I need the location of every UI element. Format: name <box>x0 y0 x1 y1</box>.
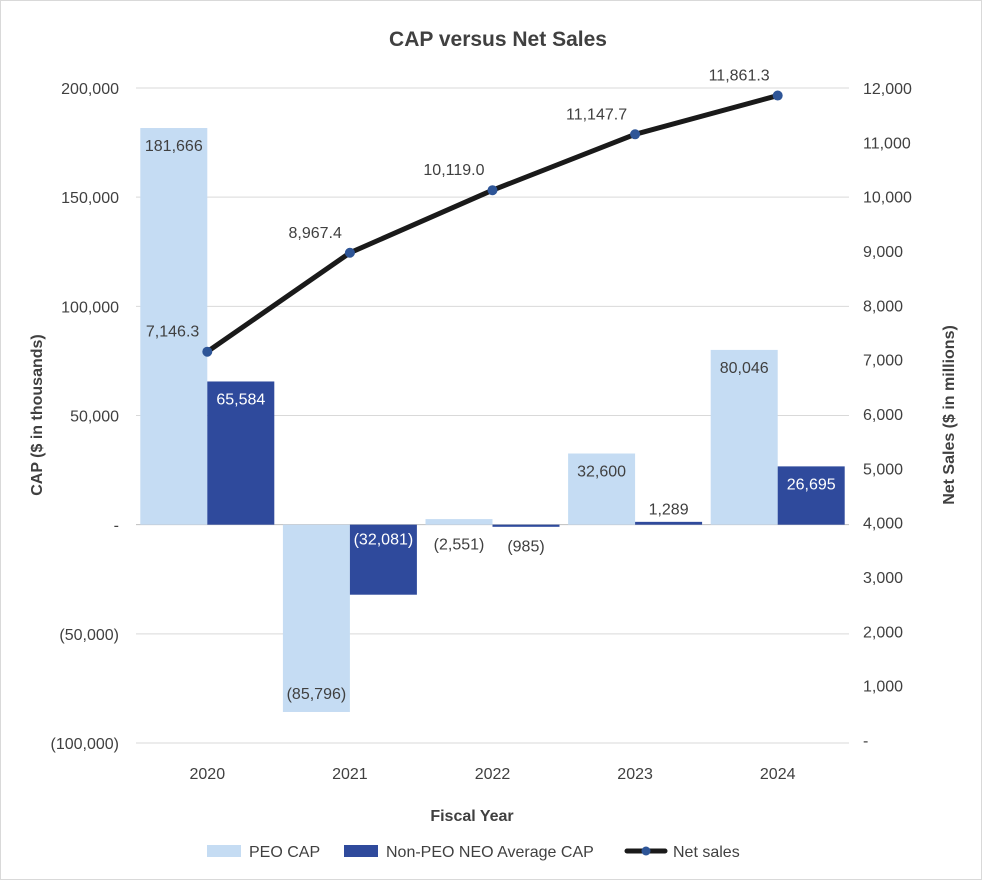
right-tick-label: 5,000 <box>863 461 903 478</box>
bar-data-label: 80,046 <box>720 360 769 377</box>
x-tick-label: 2020 <box>190 766 226 783</box>
net-sales-marker <box>630 129 641 140</box>
legend-label-net-sales: Net sales <box>673 844 740 861</box>
bar-data-label: 26,695 <box>787 476 836 493</box>
bar-data-label: (985) <box>507 539 544 556</box>
net-sales-data-label: 11,147.7 <box>566 106 627 123</box>
right-tick-label: 9,000 <box>863 244 903 261</box>
chart-title: CAP versus Net Sales <box>389 28 607 51</box>
right-axis-ticks: 12,000 11,000 10,000 9,000 8,000 7,000 6,000 5,… <box>863 81 912 750</box>
x-tick-label: 2023 <box>617 766 653 783</box>
bar-data-label: (32,081) <box>354 532 414 549</box>
right-tick-label: 12,000 <box>863 81 912 98</box>
x-tick-label: 2021 <box>332 766 368 783</box>
right-tick-label: - <box>863 733 868 750</box>
y-axis-title: CAP ($ in thousands) <box>29 334 46 496</box>
right-tick-label: 6,000 <box>863 407 903 424</box>
right-tick-label: 1,000 <box>863 679 903 696</box>
bar <box>777 466 845 525</box>
left-tick-label: 200,000 <box>61 81 119 98</box>
bar <box>492 524 560 527</box>
bar <box>425 519 493 525</box>
left-tick-label: 100,000 <box>61 299 119 316</box>
bar <box>710 349 778 525</box>
bar <box>635 521 703 525</box>
x-tick-label: 2024 <box>760 766 796 783</box>
left-tick-label: - <box>114 518 119 535</box>
net-sales-data-label: 7,146.3 <box>146 324 199 341</box>
left-tick-label: (100,000) <box>51 736 120 753</box>
right-tick-label: 11,000 <box>863 135 911 152</box>
net-sales-data-label: 8,967.4 <box>289 225 342 242</box>
legend-label-non-peo-neo-cap: Non-PEO NEO Average CAP <box>386 844 594 861</box>
bar <box>568 453 636 525</box>
legend-swatch-net-sales-marker <box>641 846 651 856</box>
bar-data-labels: 181,666 (85,796) (2,551) 32,600 80,046 65,584… <box>145 138 836 703</box>
legend: PEO CAP Non-PEO NEO Average CAP Net sale… <box>207 844 740 861</box>
right-tick-label: 2,000 <box>863 624 903 641</box>
legend-label-peo-cap: PEO CAP <box>249 844 320 861</box>
line-series: 7,146.3 8,967.4 10,119.0 11,147.7 11,861.3 <box>146 68 783 357</box>
net-sales-line <box>204 93 781 355</box>
x-axis-ticks: 2020 2021 2022 2023 2024 <box>190 766 796 783</box>
bar-data-label: 32,600 <box>577 463 626 480</box>
bar <box>282 524 350 712</box>
net-sales-marker <box>772 90 783 101</box>
right-tick-label: 4,000 <box>863 516 903 533</box>
x-tick-label: 2022 <box>475 766 511 783</box>
left-tick-label: 150,000 <box>61 190 119 207</box>
right-tick-label: 3,000 <box>863 570 903 587</box>
x-axis-title: Fiscal Year <box>430 808 513 825</box>
net-sales-data-label: 11,861.3 <box>709 68 770 85</box>
bar-series <box>140 128 845 712</box>
right-tick-label: 7,000 <box>863 353 903 370</box>
left-tick-label: 50,000 <box>70 409 119 426</box>
bar-data-label: (2,551) <box>434 537 485 554</box>
bar <box>140 128 208 525</box>
bar <box>349 524 417 595</box>
right-tick-label: 8,000 <box>863 298 903 315</box>
right-tick-label: 10,000 <box>863 190 912 207</box>
y2-axis-title: Net Sales ($ in millions) <box>941 325 958 505</box>
bar-data-label: 181,666 <box>145 138 203 155</box>
net-sales-data-label: 10,119.0 <box>423 162 484 179</box>
bar-data-label: 65,584 <box>216 391 265 408</box>
left-axis-ticks: 200,000 150,000 100,000 50,000 - (50,000) (100… <box>51 81 120 753</box>
bar-data-label: (85,796) <box>287 686 347 703</box>
legend-swatch-non-peo-neo-cap <box>344 845 378 857</box>
net-sales-marker <box>344 247 355 258</box>
bar <box>207 381 275 525</box>
bar-data-label: 1,289 <box>649 502 689 519</box>
legend-swatch-peo-cap <box>207 845 241 857</box>
net-sales-marker <box>202 346 213 357</box>
left-tick-label: (50,000) <box>59 627 119 644</box>
net-sales-marker <box>487 185 498 196</box>
